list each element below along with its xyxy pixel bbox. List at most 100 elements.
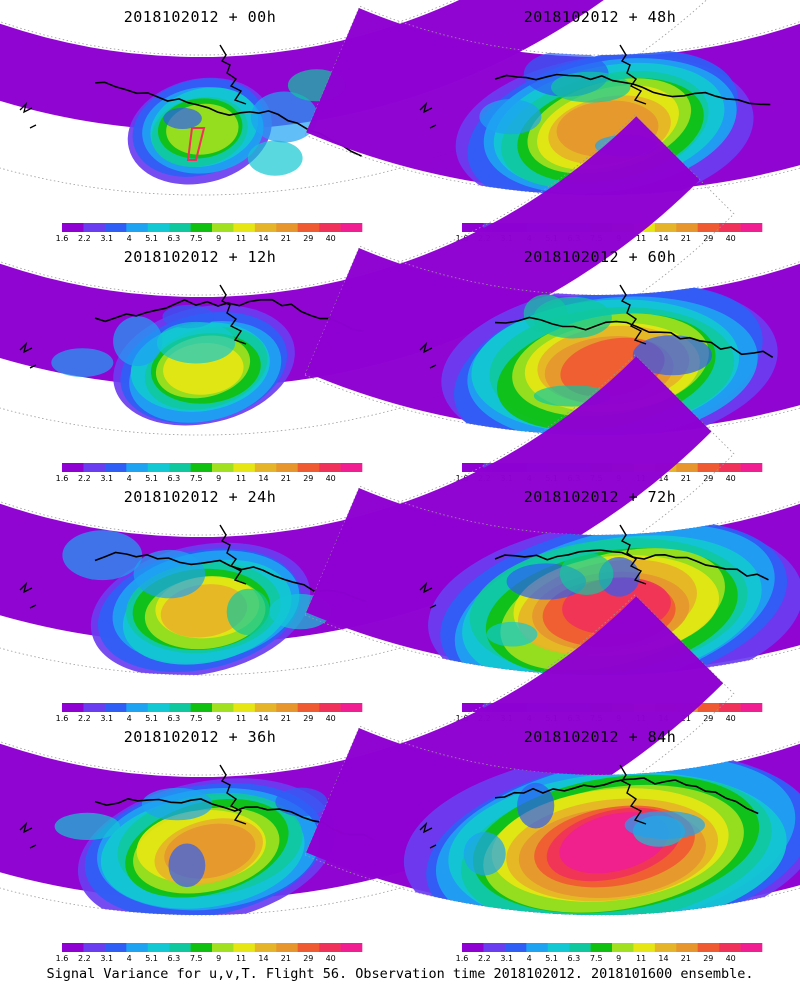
colorbar-tick-label: 11 [636,234,646,243]
colorbar-tick-label: 7.5 [590,954,603,963]
colorbar-tick-label: 2.2 [78,234,91,243]
coastline [619,44,647,105]
colorbar-swatch [297,463,320,472]
colorbar-swatch [676,223,699,232]
colorbar: 1.6 2.2 3.1 4 5.1 6.3 7.5 9 11 14 21 29 40 [56,463,363,483]
coastline [619,524,647,585]
colorbar-swatch [190,223,213,232]
colorbar-swatch [654,223,677,232]
colorbar-swatch [676,463,699,472]
colorbar-swatch [740,463,763,472]
colorbar-swatch [212,703,234,712]
colorbar: 1.6 2.2 3.1 4 5.1 6.3 7.5 9 11 14 21 29 40 [56,223,363,243]
colorbar-swatch [319,223,341,232]
colorbar-tick-label: 29 [303,234,313,243]
coastline [19,101,37,129]
coastline [419,821,437,849]
colorbar-tick-label: 40 [326,234,336,243]
coastline [619,764,647,825]
coastline [419,581,437,609]
colorbar-swatch [697,943,720,952]
colorbar-tick-label: 5.1 [545,954,558,963]
colorbar-swatch [126,463,149,472]
colorbar-swatch [297,943,320,952]
colorbar-tick-label: 1.6 [456,474,469,483]
colorbar-swatch [190,943,213,952]
colorbar-tick-label: 29 [303,954,313,963]
flight-track [186,127,206,161]
colorbar-tick-label: 40 [726,954,736,963]
panel-title-48h: 2018102012 + 48h [523,8,677,26]
colorbar-swatch [340,223,363,232]
colorbar-swatch [254,703,277,712]
colorbar-swatch [83,703,106,712]
colorbar-swatch [547,943,570,952]
colorbar-swatch [62,463,84,472]
panel-title-84h: 2018102012 + 84h [523,728,677,746]
colorbar-swatch [233,703,256,712]
colorbar-swatch [697,223,720,232]
colorbar-tick-label: 14 [258,234,268,243]
colorbar-swatch [83,943,106,952]
colorbar-swatch [697,703,720,712]
colorbar-swatch [104,943,127,952]
colorbar-swatch [676,943,699,952]
colorbar-swatch [719,223,741,232]
coastline [219,524,247,585]
colorbar-tick-label: 3.1 [100,714,113,723]
map-boundary [0,0,707,196]
colorbar-swatch [254,223,277,232]
colorbar-swatch [462,943,484,952]
colorbar-swatch [169,703,191,712]
colorbar-swatch [254,943,277,952]
colorbar-tick-label: 40 [326,474,336,483]
colorbar-tick-label: 1.6 [56,234,69,243]
colorbar-swatch [504,943,527,952]
colorbar-tick-label: 11 [236,234,246,243]
colorbar-tick-label: 7.5 [190,954,203,963]
colorbar-swatch [62,223,84,232]
colorbar-tick-label: 1.6 [56,714,69,723]
colorbar-swatch [340,463,363,472]
colorbar-swatch [126,703,149,712]
colorbar-tick-label: 9 [216,954,221,963]
colorbar-swatch [147,223,170,232]
coastline [494,777,759,815]
colorbar-swatch [233,463,256,472]
colorbar-tick-label: 3.1 [100,234,113,243]
coastline [619,284,647,345]
colorbar-tick-label: 40 [726,234,736,243]
colorbar-tick-label: 6.3 [568,954,581,963]
colorbar-swatch [297,223,320,232]
colorbar-swatch [190,463,213,472]
colorbar-swatch [483,943,506,952]
colorbar-tick-label: 21 [281,474,291,483]
map-boundary [304,725,800,916]
colorbar-tick-label: 11 [236,954,246,963]
colorbar-swatch [62,943,84,952]
colorbar-tick-label: 2.2 [78,474,91,483]
colorbar-swatch [62,703,84,712]
colorbar-tick-label: 7.5 [190,474,203,483]
colorbar-swatch [212,223,234,232]
colorbar-tick-label: 6.3 [168,474,181,483]
colorbar-swatch [83,223,106,232]
colorbar-swatch [633,943,656,952]
colorbar-tick-label: 21 [281,714,291,723]
colorbar-tick-label: 21 [681,954,691,963]
colorbar-tick-label: 1.6 [456,714,469,723]
colorbar-tick-label: 14 [258,474,268,483]
colorbar-swatch [719,943,741,952]
map-boundary [0,354,735,676]
map-panel-0h: 1.6 2.2 3.1 4 5.1 6.3 7.5 9 11 14 21 29 40 [0,0,707,243]
colorbar-swatch [104,703,127,712]
colorbar-tick-label: 7.5 [190,234,203,243]
colorbar-tick-label: 40 [326,954,336,963]
colorbar-tick-label: 40 [726,474,736,483]
colorbar-swatch [190,703,213,712]
panel-title-24h: 2018102012 + 24h [123,488,277,506]
colorbar-swatch [526,943,549,952]
colorbar-swatch [276,703,299,712]
